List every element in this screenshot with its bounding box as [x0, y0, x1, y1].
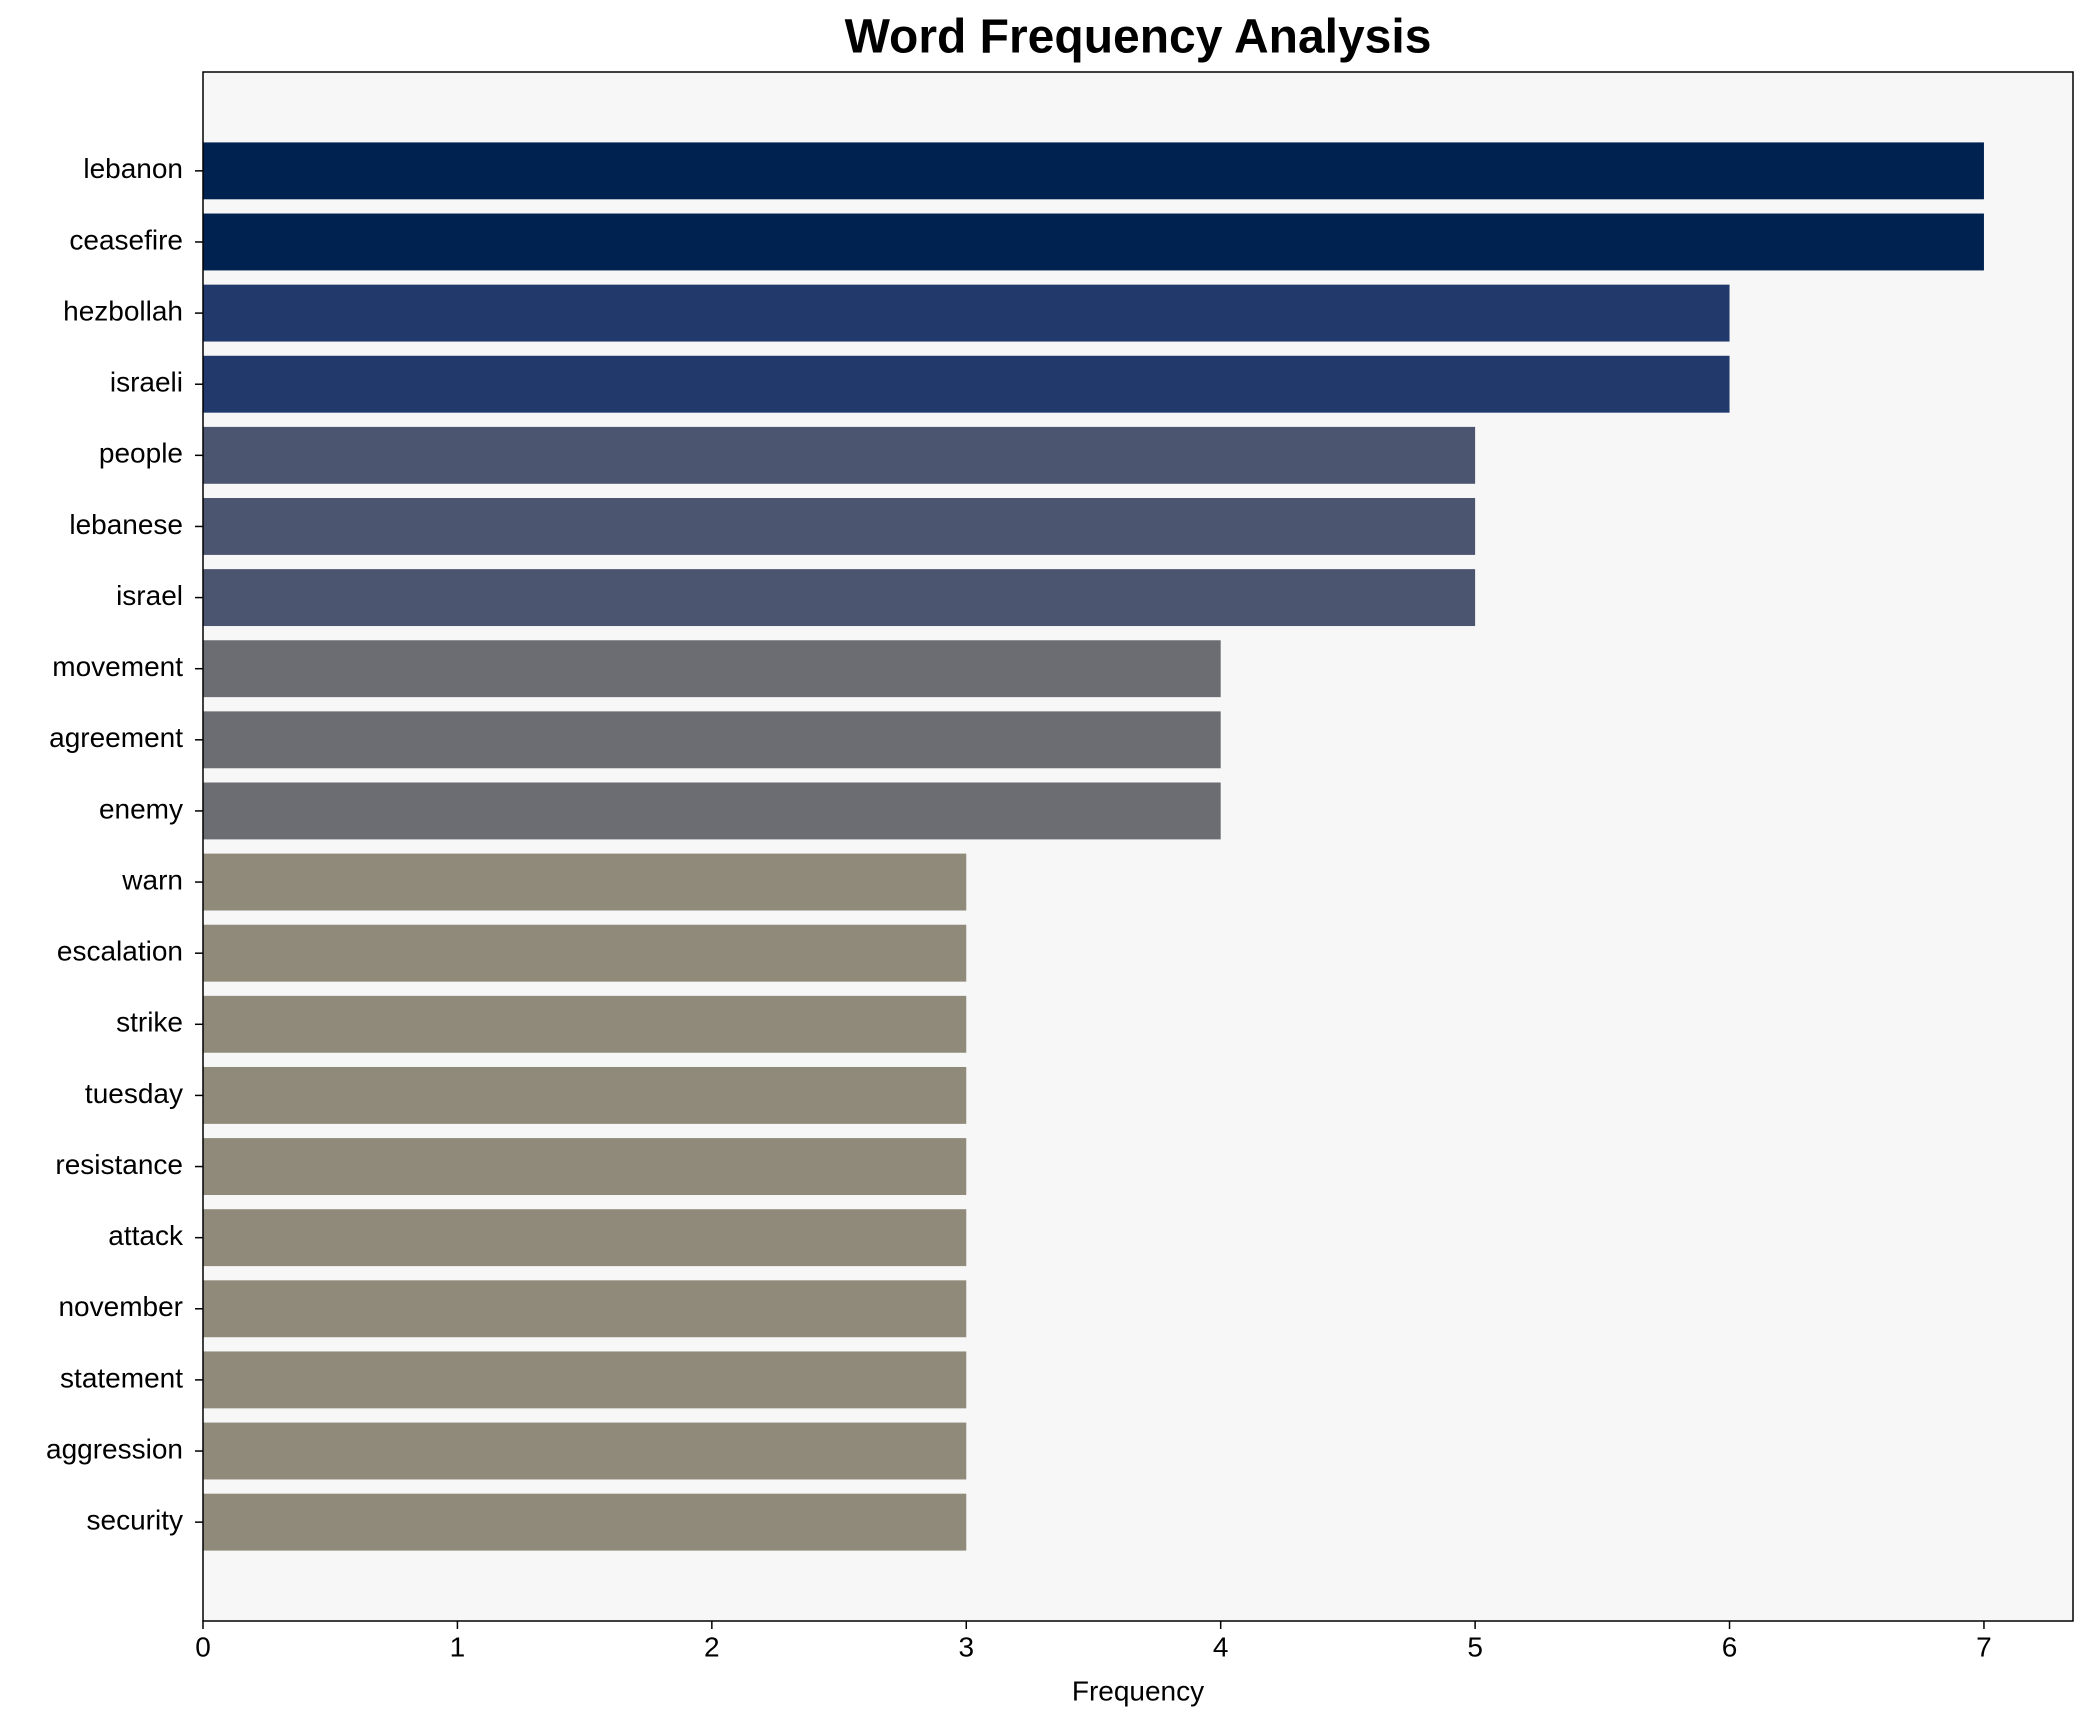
- y-tick-label: statement: [60, 1362, 183, 1393]
- bar: [203, 142, 1984, 200]
- y-tick-label: ceasefire: [69, 224, 183, 255]
- y-tick-label: attack: [108, 1220, 184, 1251]
- y-tick-label: escalation: [57, 936, 183, 967]
- bar: [203, 640, 1221, 698]
- bar: [203, 426, 1476, 484]
- bar: [203, 1351, 967, 1409]
- bar: [203, 1493, 967, 1551]
- x-tick-label: 4: [1213, 1631, 1229, 1662]
- y-tick-label: warn: [121, 864, 183, 895]
- chart-title: Word Frequency Analysis: [845, 11, 1432, 64]
- bar: [203, 1138, 967, 1195]
- bar: [203, 1280, 967, 1338]
- y-tick-label: november: [58, 1291, 183, 1322]
- bar: [203, 355, 1730, 413]
- y-tick-label: israeli: [110, 367, 183, 398]
- y-tick-label: agreement: [49, 722, 183, 753]
- bar: [203, 1209, 967, 1267]
- y-tick-label: israel: [116, 580, 183, 611]
- bar: [203, 213, 1984, 271]
- bar: [203, 995, 967, 1053]
- y-tick-label: security: [87, 1505, 183, 1536]
- bar: [203, 284, 1730, 342]
- x-tick-label: 2: [704, 1631, 720, 1662]
- x-tick-label: 3: [958, 1631, 974, 1662]
- y-tick-label: hezbollah: [63, 295, 183, 326]
- y-tick-label: resistance: [55, 1149, 183, 1180]
- bar: [203, 853, 967, 911]
- y-tick-label: strike: [116, 1007, 183, 1038]
- y-tick-label: people: [99, 438, 183, 469]
- bar: [203, 1422, 967, 1480]
- bar: [203, 569, 1476, 627]
- y-tick-label: movement: [52, 651, 183, 682]
- x-tick-label: 7: [1976, 1631, 1992, 1662]
- y-tick-label: lebanon: [83, 153, 183, 184]
- bar: [203, 498, 1476, 555]
- bar: [203, 711, 1221, 769]
- plot-frame: [202, 71, 2074, 1622]
- y-tick-label: lebanese: [69, 509, 183, 540]
- x-tick-label: 6: [1722, 1631, 1738, 1662]
- bar: [203, 924, 967, 982]
- x-tick-label: 0: [195, 1631, 211, 1662]
- x-tick-label: 5: [1467, 1631, 1483, 1662]
- bar: [203, 1066, 967, 1124]
- y-tick-label: tuesday: [85, 1078, 183, 1109]
- y-tick-label: enemy: [99, 793, 183, 824]
- y-tick-label: aggression: [46, 1433, 183, 1464]
- x-tick-label: 1: [450, 1631, 466, 1662]
- x-axis-label: Frequency: [1072, 1675, 1204, 1706]
- bar: [203, 782, 1221, 840]
